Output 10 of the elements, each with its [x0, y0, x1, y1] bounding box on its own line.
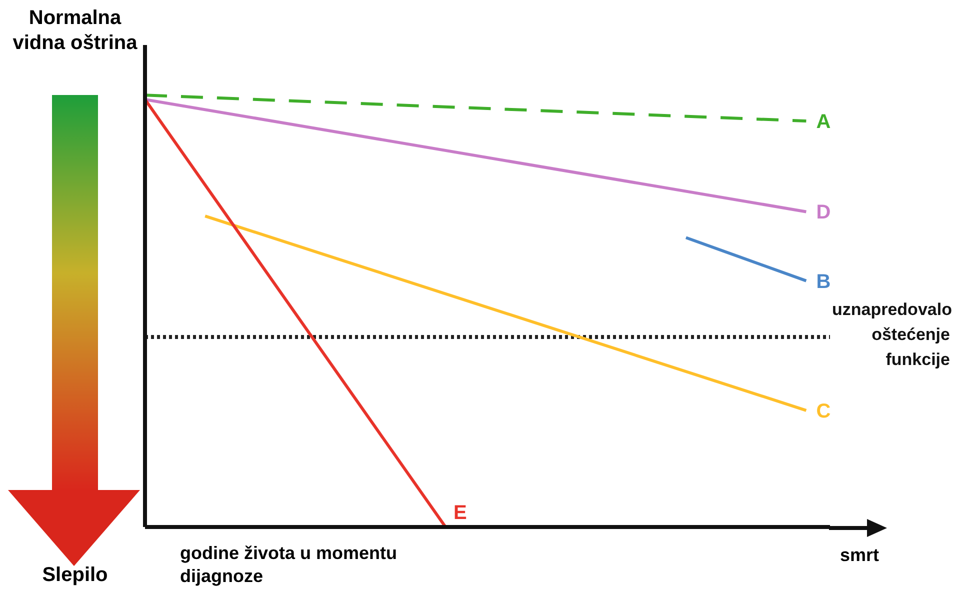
series-label: A — [816, 111, 831, 134]
ref-line-label: uznapredovalo oštećenje funkcije — [832, 298, 952, 371]
text: godine života u momentu dijagnoze — [180, 542, 398, 588]
series-label: D — [816, 202, 831, 224]
series-label: E — [454, 502, 467, 524]
series-label: B — [816, 270, 831, 293]
text: Normalna vidna oštrina — [12, 6, 138, 56]
text: smrt — [840, 545, 880, 566]
text: Slepilo — [41, 564, 109, 587]
series-label: C — [816, 400, 831, 422]
